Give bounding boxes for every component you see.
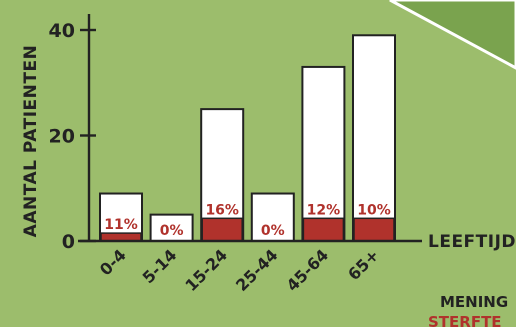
percent-label: 16%	[205, 202, 239, 218]
y-tick-label: 40	[49, 20, 75, 42]
percent-label-box	[160, 221, 184, 238]
percent-label-box	[205, 200, 239, 218]
percent-label: 0%	[160, 223, 184, 239]
bars-layer: 11% 0% 16% 0% 12% 10%	[99, 34, 396, 243]
y-tick-label: 0	[62, 231, 75, 253]
x-tick-label: 0-4	[96, 245, 130, 279]
percent-label-box	[104, 215, 138, 233]
corner-text-line1: MENING	[440, 293, 508, 311]
corner-text-line2: STERFTE	[428, 313, 502, 327]
percent-label-box	[357, 200, 391, 218]
percent-label: 10%	[357, 202, 391, 218]
bar-highlight-65+	[353, 217, 395, 242]
x-tick-label: 25-44	[232, 245, 282, 295]
percent-label: 0%	[261, 223, 285, 239]
x-tick-label: 45-64	[283, 245, 333, 295]
y-ticks: 0 20 40	[49, 20, 96, 253]
y-axis-title: AANTAL PATIENTEN	[21, 45, 41, 238]
x-tick-label: 5-14	[139, 245, 181, 287]
y-tick-label: 20	[49, 126, 75, 148]
corner-panel	[389, 0, 516, 70]
bar-highlight-15-24	[201, 217, 243, 242]
bar-highlight-45-64	[302, 217, 345, 242]
percent-label-box	[261, 221, 285, 238]
percent-label: 11%	[104, 217, 138, 233]
x-tick-label: 65+	[344, 245, 383, 284]
x-tick-labels: 0-4 5-14 15-24 25-44 45-64 65+	[96, 245, 383, 295]
percent-label-box	[307, 200, 340, 218]
x-axis-title: LEEFTIJD	[428, 232, 516, 252]
percent-label: 12%	[307, 202, 341, 218]
x-tick-label: 15-24	[181, 245, 231, 295]
